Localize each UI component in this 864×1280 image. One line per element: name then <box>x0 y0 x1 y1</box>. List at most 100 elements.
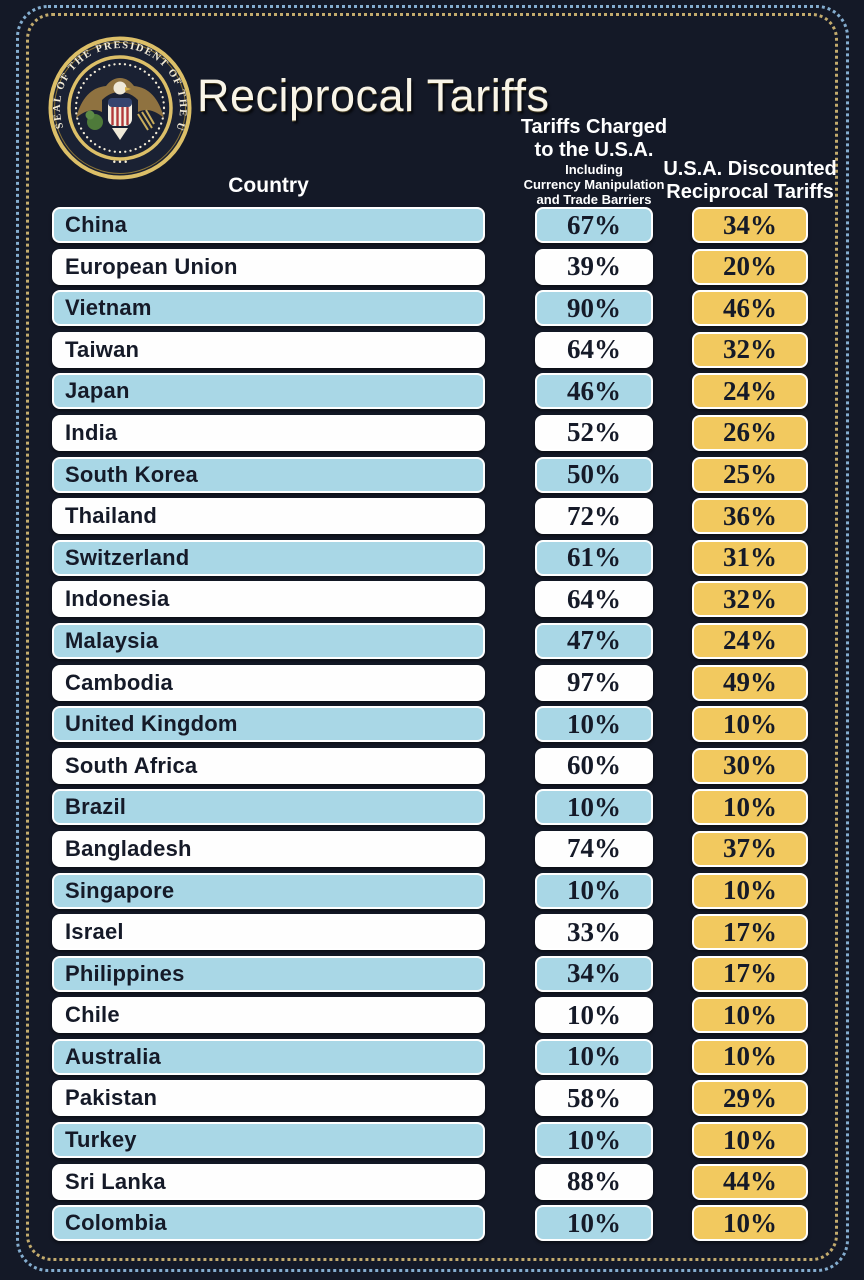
country-cell: Bangladesh <box>52 830 485 867</box>
table-row: Taiwan 64% 32% <box>52 331 808 368</box>
discounted-cell: 10% <box>692 1122 808 1159</box>
charged-cell: 10% <box>535 1122 653 1159</box>
charged-header-sub1: Including <box>565 162 623 177</box>
country-cell: Philippines <box>52 955 485 992</box>
country-cell: Cambodia <box>52 664 485 701</box>
charged-cell: 10% <box>535 872 653 909</box>
table-row: United Kingdom 10% 10% <box>52 706 808 743</box>
discounted-cell: 37% <box>692 830 808 867</box>
discounted-cell: 46% <box>692 290 808 327</box>
discounted-cell: 17% <box>692 914 808 951</box>
charged-cell: 72% <box>535 498 653 535</box>
country-cell: South Korea <box>52 456 485 493</box>
discounted-cell: 10% <box>692 789 808 826</box>
discounted-cell: 25% <box>692 456 808 493</box>
charged-cell: 33% <box>535 914 653 951</box>
table-row: Switzerland 61% 31% <box>52 539 808 576</box>
country-cell: Chile <box>52 997 485 1034</box>
table-row: Vietnam 90% 46% <box>52 290 808 327</box>
table-row: Brazil 10% 10% <box>52 789 808 826</box>
charged-cell: 60% <box>535 747 653 784</box>
country-cell: Taiwan <box>52 331 485 368</box>
discounted-cell: 31% <box>692 539 808 576</box>
table-row: Singapore 10% 10% <box>52 872 808 909</box>
country-cell: Australia <box>52 1038 485 1075</box>
table-row: India 52% 26% <box>52 414 808 451</box>
discounted-cell: 32% <box>692 331 808 368</box>
country-cell: Pakistan <box>52 1080 485 1117</box>
country-cell: Israel <box>52 914 485 951</box>
table-row: South Africa 60% 30% <box>52 747 808 784</box>
charged-header-line1: Tariffs Charged <box>520 116 668 138</box>
table-row: Sri Lanka 88% 44% <box>52 1163 808 1200</box>
table-row: European Union 39% 20% <box>52 248 808 285</box>
charged-cell: 64% <box>535 581 653 618</box>
country-cell: Switzerland <box>52 539 485 576</box>
country-cell: Turkey <box>52 1122 485 1159</box>
charged-cell: 67% <box>535 207 653 243</box>
country-cell: China <box>52 207 485 243</box>
table-row: Colombia 10% 10% <box>52 1205 808 1242</box>
charged-cell: 10% <box>535 1205 653 1242</box>
discounted-cell: 32% <box>692 581 808 618</box>
table-row: Japan 46% 24% <box>52 373 808 410</box>
table-row: Chile 10% 10% <box>52 997 808 1034</box>
country-cell: India <box>52 414 485 451</box>
table-row: Australia 10% 10% <box>52 1038 808 1075</box>
table-row: Bangladesh 74% 37% <box>52 830 808 867</box>
table-row: Pakistan 58% 29% <box>52 1080 808 1117</box>
charged-cell: 97% <box>535 664 653 701</box>
country-cell: Indonesia <box>52 581 485 618</box>
discounted-cell: 29% <box>692 1080 808 1117</box>
country-cell: Brazil <box>52 789 485 826</box>
discounted-cell: 34% <box>692 207 808 243</box>
table-row: Indonesia 64% 32% <box>52 581 808 618</box>
eagle-emblem <box>76 78 164 140</box>
discounted-cell: 10% <box>692 872 808 909</box>
table-row: Thailand 72% 36% <box>52 498 808 535</box>
charged-cell: 90% <box>535 290 653 327</box>
table-row: Cambodia 97% 49% <box>52 664 808 701</box>
charged-cell: 64% <box>535 331 653 368</box>
table-row: Israel 33% 17% <box>52 914 808 951</box>
country-cell: Vietnam <box>52 290 485 327</box>
poster-title: Reciprocal Tariffs <box>197 70 550 121</box>
discounted-cell: 10% <box>692 997 808 1034</box>
discounted-cell: 24% <box>692 622 808 659</box>
charged-cell: 58% <box>535 1080 653 1117</box>
charged-cell: 74% <box>535 830 653 867</box>
country-cell: United Kingdom <box>52 706 485 743</box>
column-header-country: Country <box>228 174 309 197</box>
charged-cell: 50% <box>535 456 653 493</box>
charged-cell: 61% <box>535 539 653 576</box>
country-cell: Japan <box>52 373 485 410</box>
charged-cell: 10% <box>535 1038 653 1075</box>
discounted-cell: 26% <box>692 414 808 451</box>
country-cell: Sri Lanka <box>52 1163 485 1200</box>
charged-header-sub3: and Trade Barriers <box>536 192 652 207</box>
discounted-cell: 36% <box>692 498 808 535</box>
table-row: Turkey 10% 10% <box>52 1122 808 1159</box>
discounted-cell: 49% <box>692 664 808 701</box>
charged-cell: 10% <box>535 997 653 1034</box>
country-cell: Singapore <box>52 872 485 909</box>
charged-cell: 10% <box>535 706 653 743</box>
discounted-cell: 10% <box>692 1038 808 1075</box>
presidential-seal-icon: SEAL OF THE PRESIDENT OF THE UNITED STAT… <box>48 36 192 180</box>
discounted-cell: 10% <box>692 706 808 743</box>
charged-cell: 88% <box>535 1163 653 1200</box>
discounted-cell: 17% <box>692 955 808 992</box>
tariff-rows: China 67% 34% European Union 39% 20% Vietnam 90… <box>52 207 808 1247</box>
table-row: Malaysia 47% 24% <box>52 622 808 659</box>
discounted-cell: 30% <box>692 747 808 784</box>
table-row: China 67% 34% <box>52 207 808 243</box>
table-row: South Korea 50% 25% <box>52 456 808 493</box>
charged-cell: 34% <box>535 955 653 992</box>
country-cell: Thailand <box>52 498 485 535</box>
charged-header-line2: to the U.S.A. <box>534 139 654 161</box>
country-cell: Colombia <box>52 1205 485 1242</box>
column-header-discounted: U.S.A. Discounted Reciprocal Tariffs <box>662 158 838 204</box>
seal-dots: • • • <box>113 157 127 167</box>
discounted-header-line1: U.S.A. Discounted <box>663 158 837 180</box>
discounted-header-line2: Reciprocal Tariffs <box>666 181 834 203</box>
